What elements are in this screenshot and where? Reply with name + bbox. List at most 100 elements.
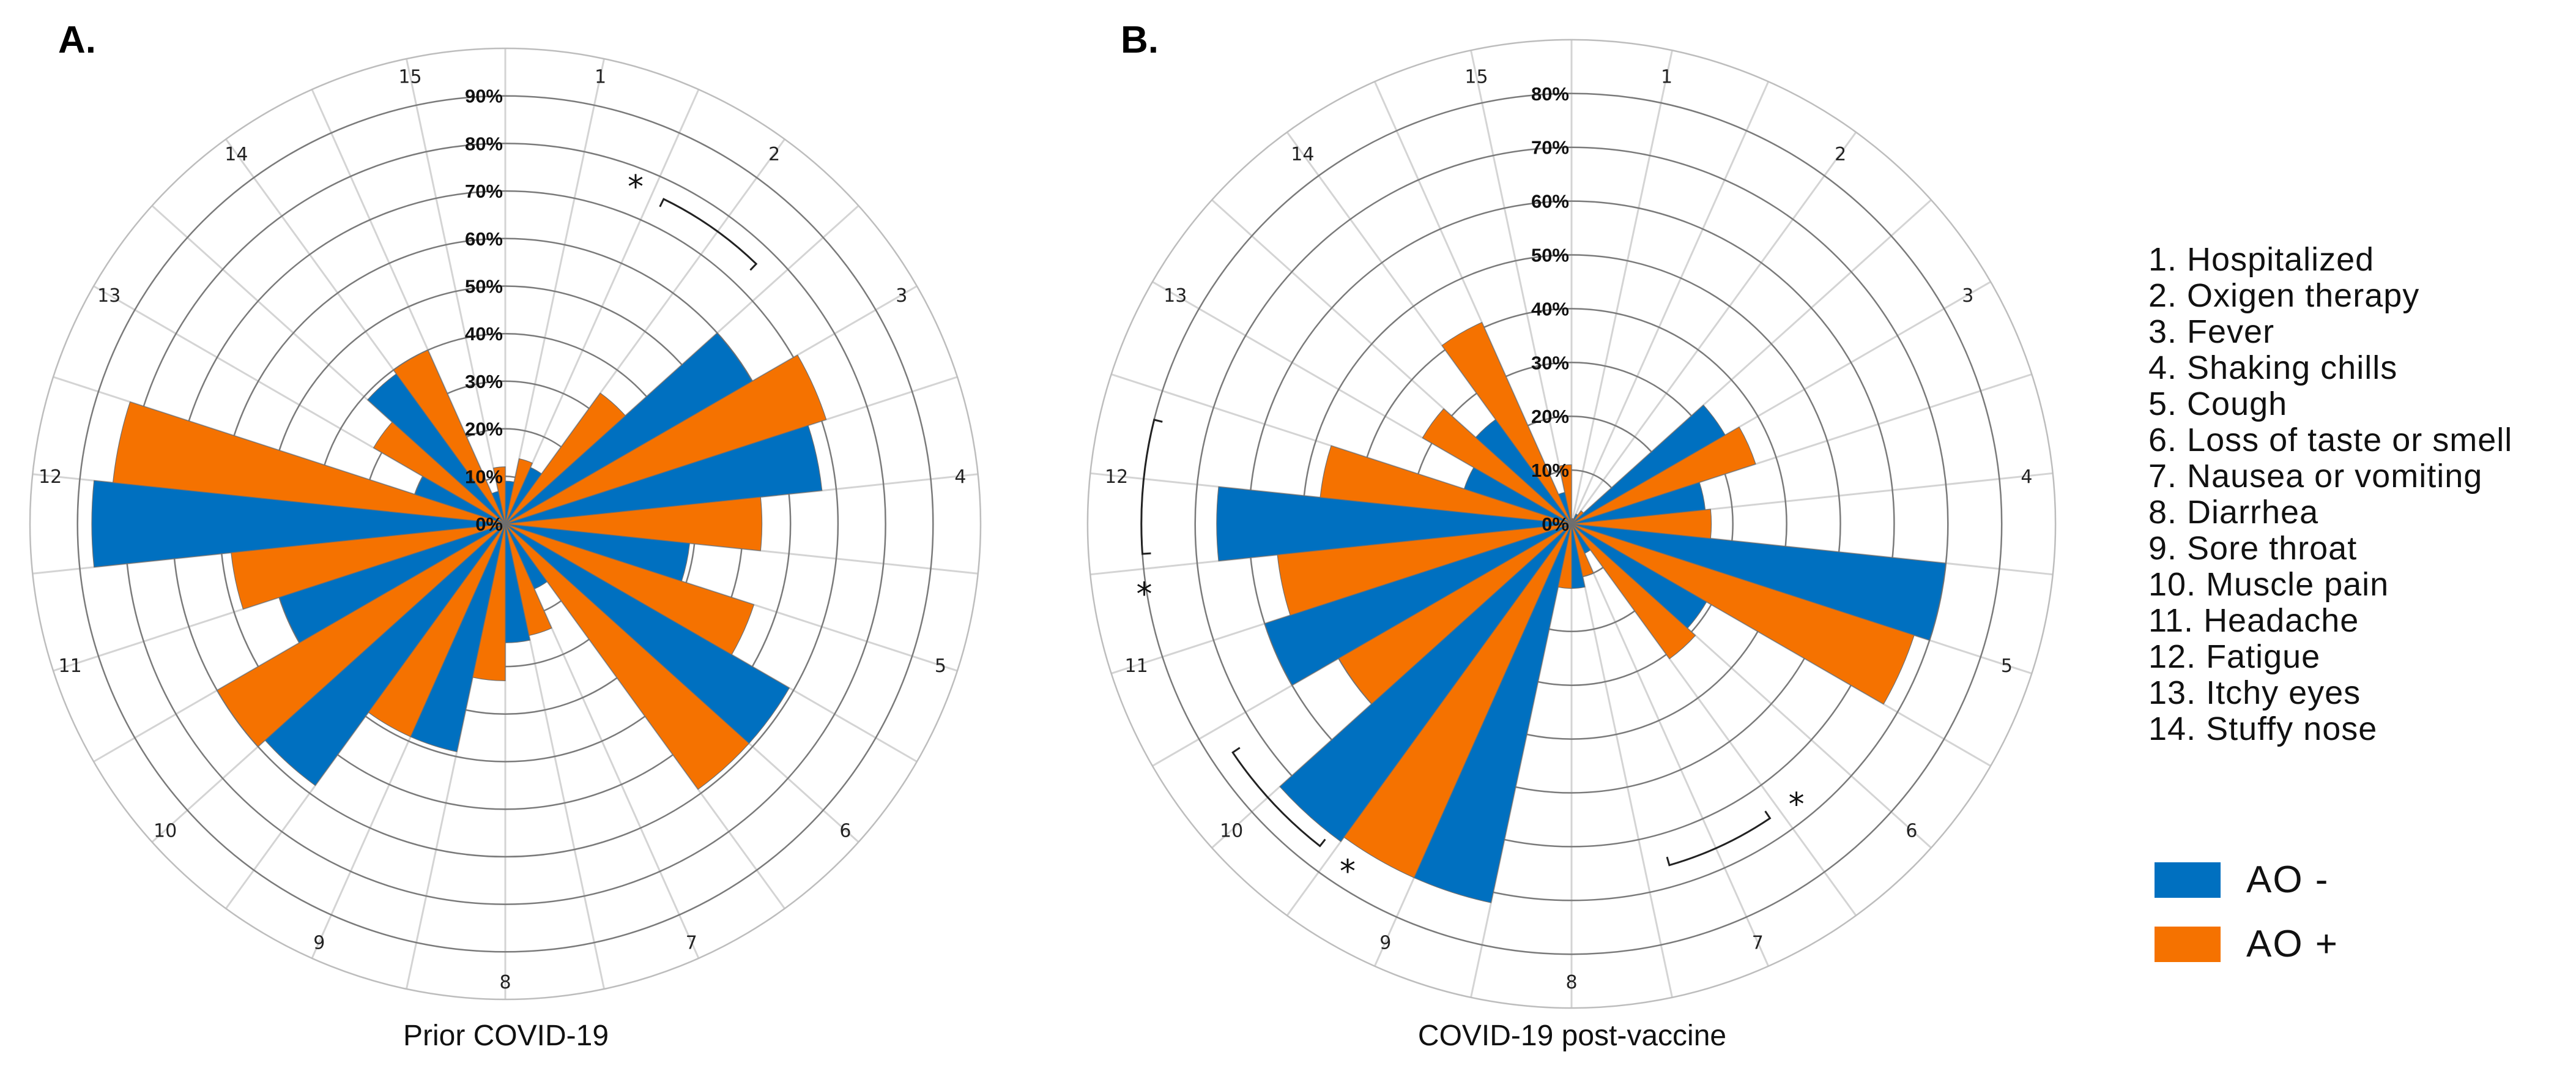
bar-ao-positive-5 — [1571, 523, 1915, 705]
polar-chart-prior-covid: 0%10%20%30%40%50%60%70%80%90%12345678910… — [29, 47, 982, 1001]
significance-asterisk: * — [1137, 577, 1153, 613]
r-tick-label: 10% — [465, 466, 503, 487]
bar-ao-positive-10 — [1338, 523, 1572, 704]
bar-ao-positive-14 — [393, 349, 506, 524]
bar-ao-positive-7 — [505, 523, 552, 636]
grid-spoke — [1470, 50, 1573, 524]
series-legend-ao-positive: AO + — [2155, 912, 2339, 976]
legend-item: 7. Nausea or vomiting — [2148, 458, 2483, 494]
category-label: 1 — [1661, 66, 1672, 88]
category-label: 5 — [2001, 655, 2013, 677]
bar-ao-negative-12 — [91, 480, 506, 568]
category-label: 15 — [398, 66, 421, 88]
significance-bracket — [1140, 419, 1163, 555]
significance-asterisk: * — [1340, 854, 1356, 890]
category-label: 8 — [1565, 972, 1577, 993]
legend-item: 4. Shaking chills — [2148, 349, 2398, 386]
bar-ao-negative-12 — [1216, 486, 1572, 562]
outer-ring — [1086, 39, 2057, 1009]
legend-item: 2. Oxigen therapy — [2148, 277, 2420, 314]
bar-ao-positive-3 — [1571, 426, 1756, 524]
panel-label-a: A. — [58, 19, 96, 61]
bar-ao-positive-1 — [505, 458, 533, 524]
legend-item: 9. Sore throat — [2148, 530, 2358, 567]
category-label: 5 — [935, 655, 946, 677]
category-label: 8 — [499, 972, 511, 993]
bar-ao-positive-2 — [505, 392, 626, 524]
polar-chart-post-vaccine: 0%10%20%30%40%50%60%70%80%12345678910111… — [1086, 39, 2057, 1009]
bar-ao-positive-11 — [231, 523, 506, 610]
category-label: 12 — [1105, 466, 1128, 488]
category-label: 15 — [1464, 66, 1488, 88]
bar-ao-negative-5 — [1571, 523, 1947, 641]
r-tick-label: 70% — [1531, 137, 1569, 159]
r-tick-label: 80% — [1531, 83, 1569, 105]
r-tick-label: 30% — [1531, 352, 1569, 373]
series-legend: AO - AO + — [2155, 848, 2339, 976]
legend-item: 5. Cough — [2148, 386, 2288, 422]
bar-ao-positive-4 — [1571, 509, 1712, 539]
bar-ao-positive-5 — [505, 523, 755, 655]
category-label: 14 — [1291, 144, 1314, 165]
grid-spoke — [1570, 50, 1673, 524]
legend-item: 3. Fever — [2148, 313, 2275, 350]
category-label: 2 — [1835, 144, 1846, 165]
grid-ring — [76, 95, 934, 953]
r-tick-label: 30% — [465, 371, 503, 392]
legend-item: 14. Stuffy nose — [2148, 711, 2378, 747]
grid-spoke — [1570, 523, 1673, 998]
grid-spoke — [1570, 81, 1770, 524]
bar-ao-positive-13 — [1422, 408, 1572, 524]
legend-item: 13. Itchy eyes — [2148, 674, 2361, 711]
bar-ao-positive-13 — [373, 421, 506, 524]
category-label: 13 — [97, 285, 121, 307]
r-tick-label: 20% — [1531, 406, 1569, 427]
ao-positive-label: AO + — [2246, 923, 2339, 965]
ao-positive-swatch — [2155, 926, 2221, 962]
bar-ao-positive-9 — [368, 523, 506, 737]
category-label: 4 — [2021, 466, 2032, 488]
significance-asterisk: * — [628, 169, 644, 206]
category-legend: 1. Hospitalized 2. Oxigen therapy 3. Fev… — [2148, 242, 2512, 747]
bar-ao-positive-9 — [1343, 523, 1572, 878]
category-label: 10 — [154, 821, 177, 842]
significance-bracket — [659, 198, 758, 271]
bar-ao-positive-4 — [505, 496, 763, 551]
chart-b-subtitle: COVID-19 post-vaccine — [1417, 1020, 1727, 1052]
r-tick-label: 20% — [465, 419, 503, 440]
bar-ao-positive-11 — [1277, 523, 1572, 616]
bar-ao-positive-7 — [1571, 523, 1594, 577]
r-tick-label: 70% — [465, 181, 503, 202]
r-tick-label: 60% — [1531, 191, 1569, 212]
bar-ao-positive-12 — [1320, 445, 1572, 524]
bar-ao-positive-15 — [1559, 464, 1572, 524]
r-tick-label: 80% — [465, 133, 503, 154]
bar-ao-positive-8 — [1557, 523, 1572, 589]
ao-negative-label: AO - — [2246, 859, 2329, 901]
category-label: 9 — [1379, 932, 1391, 953]
significance-bracket — [1231, 747, 1326, 848]
bar-ao-positive-6 — [505, 523, 750, 790]
bar-ao-positive-8 — [472, 523, 506, 682]
r-tick-label: 0% — [475, 513, 503, 535]
outer-ring — [29, 47, 982, 1001]
category-label: 6 — [1906, 821, 1917, 842]
grid-spoke — [1570, 132, 1857, 524]
category-label: 10 — [1220, 821, 1243, 842]
category-label: 9 — [313, 932, 325, 953]
category-label: 2 — [768, 144, 780, 165]
category-label: 11 — [1125, 655, 1148, 677]
grid-ring — [1194, 146, 1949, 901]
category-label: 11 — [59, 655, 82, 677]
legend-item: 1. Hospitalized — [2148, 241, 2375, 278]
r-tick-label: 10% — [1531, 460, 1569, 481]
r-tick-label: 50% — [1531, 245, 1569, 266]
category-label: 7 — [686, 932, 697, 953]
significance-asterisk: * — [1789, 786, 1805, 823]
grid-spoke — [1570, 523, 1770, 967]
chart-a-subtitle: Prior COVID-19 — [403, 1020, 609, 1052]
bar-ao-positive-14 — [1441, 321, 1572, 524]
significance-bracket — [1666, 810, 1772, 867]
bar-ao-positive-2 — [1571, 510, 1584, 524]
